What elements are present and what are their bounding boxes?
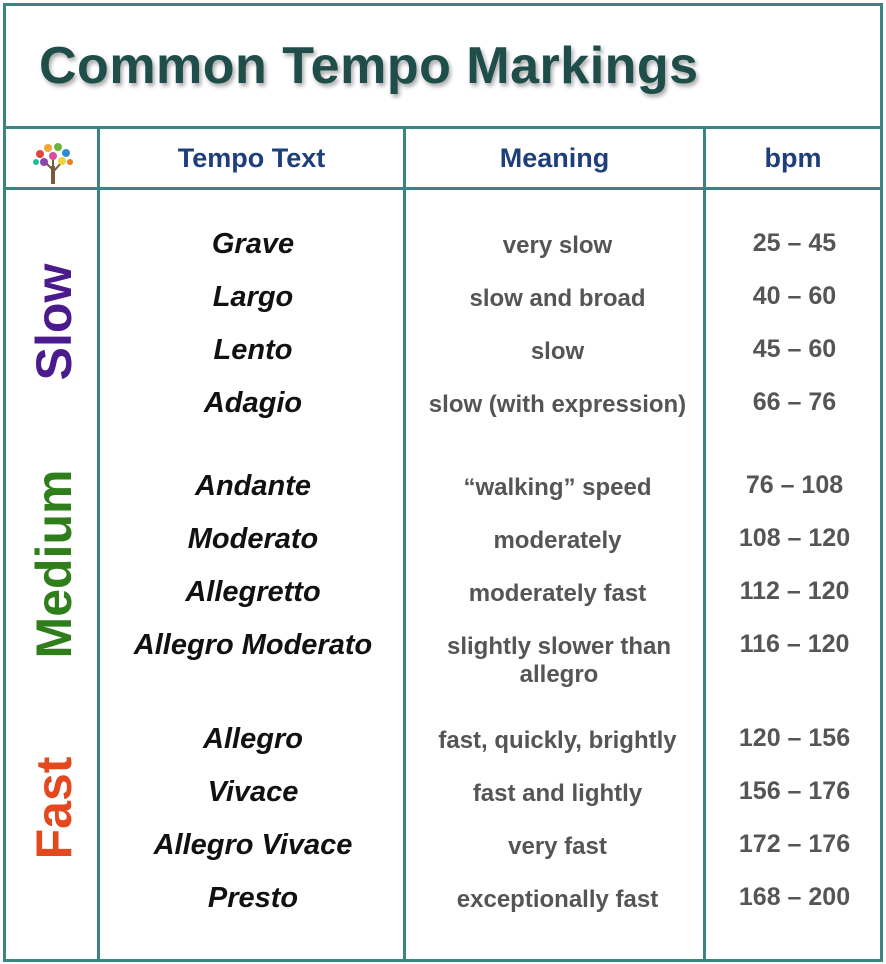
meaning-text: slow — [530, 338, 585, 365]
tempo-text: Allegro Moderato — [133, 629, 373, 661]
tempo-text: Allegro — [203, 723, 303, 755]
table-row: Allegro Moderato slightly slower than al… — [6, 629, 880, 688]
meaning-text: “walking” speed — [463, 474, 652, 501]
bpm-range: 66 – 76 — [752, 388, 837, 416]
tempo-text: Largo — [212, 281, 294, 313]
table-row: Allegretto moderately fast 112 – 120 — [6, 576, 880, 608]
meaning-text: fast and lightly — [472, 780, 643, 807]
table-row: Largo slow and broad 40 – 60 — [6, 281, 880, 313]
meaning-text: slow and broad — [469, 285, 646, 312]
bpm-range: 120 – 156 — [738, 724, 851, 752]
header-divider — [6, 187, 880, 190]
table-row: Grave very slow 25 – 45 — [6, 228, 880, 260]
title-bar: Common Tempo Markings — [6, 6, 880, 129]
tempo-text: Grave — [211, 228, 295, 260]
table-row: Presto exceptionally fast 168 – 200 — [6, 882, 880, 914]
bpm-range: 156 – 176 — [738, 777, 851, 805]
page-title: Common Tempo Markings — [39, 37, 699, 95]
bpm-range: 172 – 176 — [738, 830, 851, 858]
meaning-text: moderately fast — [468, 580, 647, 607]
meaning-text: fast, quickly, brightly — [438, 727, 677, 754]
meaning-text: exceptionally fast — [456, 886, 659, 913]
bpm-range: 116 – 120 — [739, 630, 850, 658]
bpm-range: 25 – 45 — [752, 229, 837, 257]
tempo-text: Moderato — [187, 523, 319, 555]
tempo-text: Vivace — [207, 776, 299, 808]
meaning-text: very fast — [508, 833, 607, 860]
column-divider — [403, 126, 406, 959]
column-divider — [97, 126, 100, 959]
table-row: Moderato moderately 108 – 120 — [6, 523, 880, 555]
tempo-text: Andante — [195, 470, 311, 502]
meaning-text: slightly slower than allegro — [446, 633, 672, 688]
table-row: Andante “walking” speed 76 – 108 — [6, 470, 880, 502]
table-row: Allegro fast, quickly, brightly 120 – 15… — [6, 723, 880, 755]
bpm-range: 76 – 108 — [745, 471, 844, 499]
tempo-table: Common Tempo Markings Tempo Text Meaning… — [3, 3, 883, 962]
table-row: Allegro Vivace very fast 172 – 176 — [6, 829, 880, 861]
column-header-tempo-text: Tempo Text — [177, 143, 326, 173]
meaning-text: slow (with expression) — [428, 391, 687, 418]
bpm-range: 45 – 60 — [752, 335, 837, 363]
tempo-text: Presto — [207, 882, 299, 914]
tempo-text: Lento — [213, 334, 293, 366]
bpm-range: 112 – 120 — [739, 577, 850, 605]
column-header-bpm: bpm — [764, 143, 822, 173]
table-row: Adagio slow (with expression) 66 – 76 — [6, 387, 880, 419]
table-row: Vivace fast and lightly 156 – 176 — [6, 776, 880, 808]
tempo-text: Allegro Vivace — [153, 829, 353, 861]
bpm-range: 40 – 60 — [752, 282, 837, 310]
meaning-text: moderately — [493, 527, 622, 554]
tempo-text: Adagio — [203, 387, 303, 419]
tree-icon — [33, 143, 73, 184]
column-header-meaning: Meaning — [499, 143, 610, 173]
bpm-range: 168 – 200 — [738, 883, 851, 911]
meaning-text: very slow — [502, 232, 613, 259]
column-divider — [703, 126, 706, 959]
bpm-range: 108 – 120 — [738, 524, 851, 552]
table-row: Lento slow 45 – 60 — [6, 334, 880, 366]
tempo-text: Allegretto — [185, 576, 321, 608]
